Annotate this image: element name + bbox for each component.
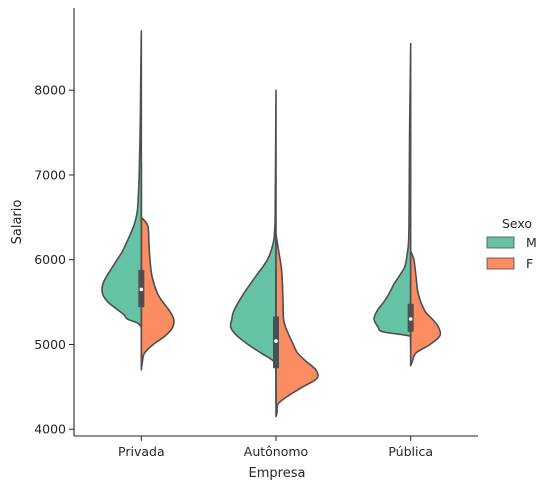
violin-half-f-privada <box>140 216 175 371</box>
x-tick-label: Autônomo <box>244 444 308 459</box>
y-tick-label: 7000 <box>34 167 66 182</box>
box-median-pública <box>408 317 413 321</box>
y-tick-label: 5000 <box>34 337 66 352</box>
legend: Sexo M F <box>486 216 537 271</box>
legend-swatch-f <box>486 257 515 270</box>
y-tick-label: 8000 <box>34 83 66 98</box>
legend-title: Sexo <box>502 216 532 231</box>
x-ticks: Privada Autônomo Pública <box>118 436 433 459</box>
box-median-privada <box>139 287 144 292</box>
y-ticks: 4000 5000 6000 7000 8000 <box>34 83 74 437</box>
violin-half-f-autônomo <box>275 233 319 418</box>
x-tick-label: Privada <box>118 444 165 459</box>
violins-layer <box>101 30 442 418</box>
y-tick-label: 4000 <box>34 422 66 437</box>
violin-half-m-autônomo <box>229 89 277 371</box>
y-tick-label: 6000 <box>34 252 66 267</box>
violin-half-m-pública <box>373 42 413 342</box>
legend-label-f: F <box>526 256 533 271</box>
box-median-autônomo <box>274 339 278 343</box>
legend-swatch-m <box>486 236 515 249</box>
violin-half-f-pública <box>409 250 442 367</box>
legend-label-m: M <box>526 235 537 250</box>
violin-half-m-privada <box>101 30 143 329</box>
x-axis-label: Empresa <box>249 466 306 481</box>
x-tick-label: Pública <box>388 444 433 459</box>
y-axis-label: Salario <box>10 200 25 245</box>
